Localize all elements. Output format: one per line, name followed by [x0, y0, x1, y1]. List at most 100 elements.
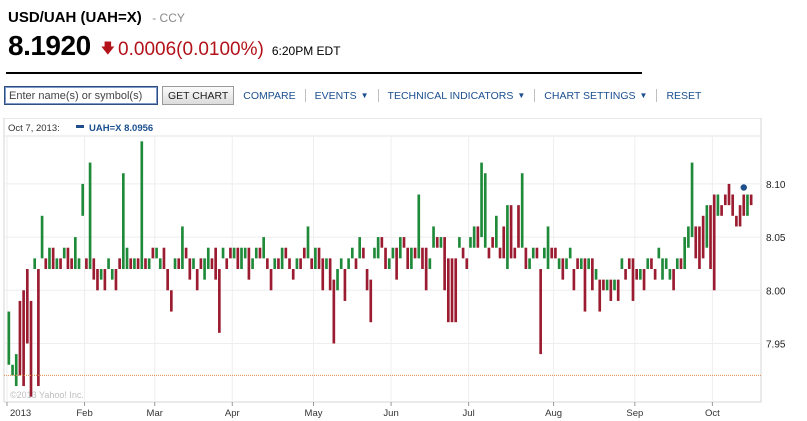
up-candle [251, 258, 254, 269]
down-candle [184, 247, 188, 259]
up-candle [391, 247, 395, 259]
down-candle [672, 269, 675, 291]
up-candle [483, 173, 487, 248]
up-candle [273, 258, 277, 269]
up-candle [350, 247, 354, 259]
up-candle [480, 162, 483, 238]
up-candle [579, 258, 583, 269]
price-chart[interactable]: ©2013 Yahoo! Inc. Oct 7, 2013: UAH=X 8.0… [0, 118, 807, 421]
up-candle [314, 247, 317, 269]
change-value: 0.0006 [118, 39, 177, 60]
up-candle [520, 173, 524, 248]
y-tick-label: 7.95 [766, 339, 786, 350]
down-candle [650, 258, 653, 269]
down-candle [144, 258, 147, 269]
down-candle [653, 269, 657, 280]
up-candle [543, 247, 546, 259]
down-candle [454, 258, 458, 323]
down-candle [709, 205, 712, 269]
down-candle [679, 258, 683, 269]
up-candle [73, 237, 77, 269]
y-axis-labels: 8.10 8.05 8.00 7.95 [766, 180, 786, 351]
reset-button[interactable]: RESET [657, 90, 710, 102]
down-candle [424, 247, 428, 291]
price-change: 🡇 0.0006 (0.0100%) [101, 39, 264, 64]
up-candle [262, 237, 265, 259]
up-candle [410, 247, 413, 269]
up-candle [62, 247, 66, 259]
up-candle [398, 237, 402, 259]
quote-time: 6:20PM EDT [271, 44, 341, 58]
grid-lines [4, 136, 761, 402]
symbol-search-input[interactable] [4, 86, 158, 105]
down-arrow-icon: 🡇 [100, 40, 116, 56]
up-candle [568, 247, 572, 259]
x-axis-labels: 2013 Feb Mar Apr May Jun Jul Aug Sep Oct [6, 402, 720, 419]
down-candle [384, 247, 387, 269]
down-candle [443, 237, 446, 291]
x-tick-label: 2013 [10, 408, 31, 419]
quote-header: USD/UAH (UAH=X) - CCY [8, 9, 185, 27]
up-candle [107, 258, 110, 269]
up-candle [705, 205, 709, 248]
up-candle [203, 258, 206, 280]
down-candle [698, 226, 701, 269]
down-candle [631, 258, 635, 301]
technical-indicators-label: TECHNICAL INDICATORS [387, 89, 514, 102]
up-candle [439, 237, 443, 248]
symbol-title: USD/UAH (UAH=X) [8, 9, 142, 26]
down-candle [513, 247, 517, 259]
legend-date: Oct 7, 2013: [8, 123, 60, 134]
down-candle [277, 258, 280, 269]
down-candle [369, 279, 373, 323]
down-candle [85, 258, 88, 269]
up-candle [565, 258, 568, 269]
up-candle [347, 258, 350, 269]
up-candle [295, 258, 299, 269]
technical-indicators-menu[interactable]: TECHNICAL INDICATORS ▼ [379, 90, 535, 102]
down-candle [461, 247, 465, 259]
up-candle [458, 237, 461, 248]
up-candle [683, 237, 687, 269]
x-tick-label: Mar [147, 408, 163, 419]
get-chart-button[interactable]: GET CHART [162, 86, 235, 105]
down-candle [321, 258, 325, 291]
down-candle [491, 237, 494, 248]
down-candle [118, 258, 121, 269]
events-menu[interactable]: EVENTS ▼ [306, 90, 378, 102]
down-candle [502, 226, 506, 259]
up-candle [531, 247, 535, 259]
up-candle [675, 258, 679, 269]
up-candle [280, 247, 284, 269]
compare-button[interactable]: COMPARE [234, 90, 304, 102]
down-candle [446, 258, 450, 323]
toolbar-separator [304, 89, 306, 102]
up-candle [181, 226, 184, 269]
down-candle [435, 237, 439, 248]
up-candle [358, 237, 362, 259]
up-candle [243, 247, 247, 259]
down-candle [25, 269, 29, 344]
down-candle [225, 258, 229, 269]
up-candle [373, 247, 376, 259]
down-candle [524, 247, 528, 269]
caret-down-icon: ▼ [639, 91, 648, 100]
up-candle [11, 364, 14, 376]
events-label: EVENTS [314, 89, 357, 102]
up-candle [306, 226, 310, 259]
down-candle [576, 258, 579, 269]
x-tick-label: Jun [383, 408, 398, 419]
down-candle [498, 247, 502, 259]
chart-settings-label: CHART SETTINGS [544, 89, 636, 102]
up-candle [664, 258, 668, 269]
up-candle [613, 279, 616, 291]
down-candle [395, 247, 398, 280]
down-candle [354, 258, 358, 269]
down-candle [266, 258, 269, 269]
down-candle [402, 237, 406, 248]
down-candle [509, 205, 513, 259]
down-candle [96, 269, 99, 291]
down-candle [476, 226, 480, 248]
down-candle [712, 194, 716, 291]
chart-settings-menu[interactable]: CHART SETTINGS ▼ [535, 90, 656, 102]
